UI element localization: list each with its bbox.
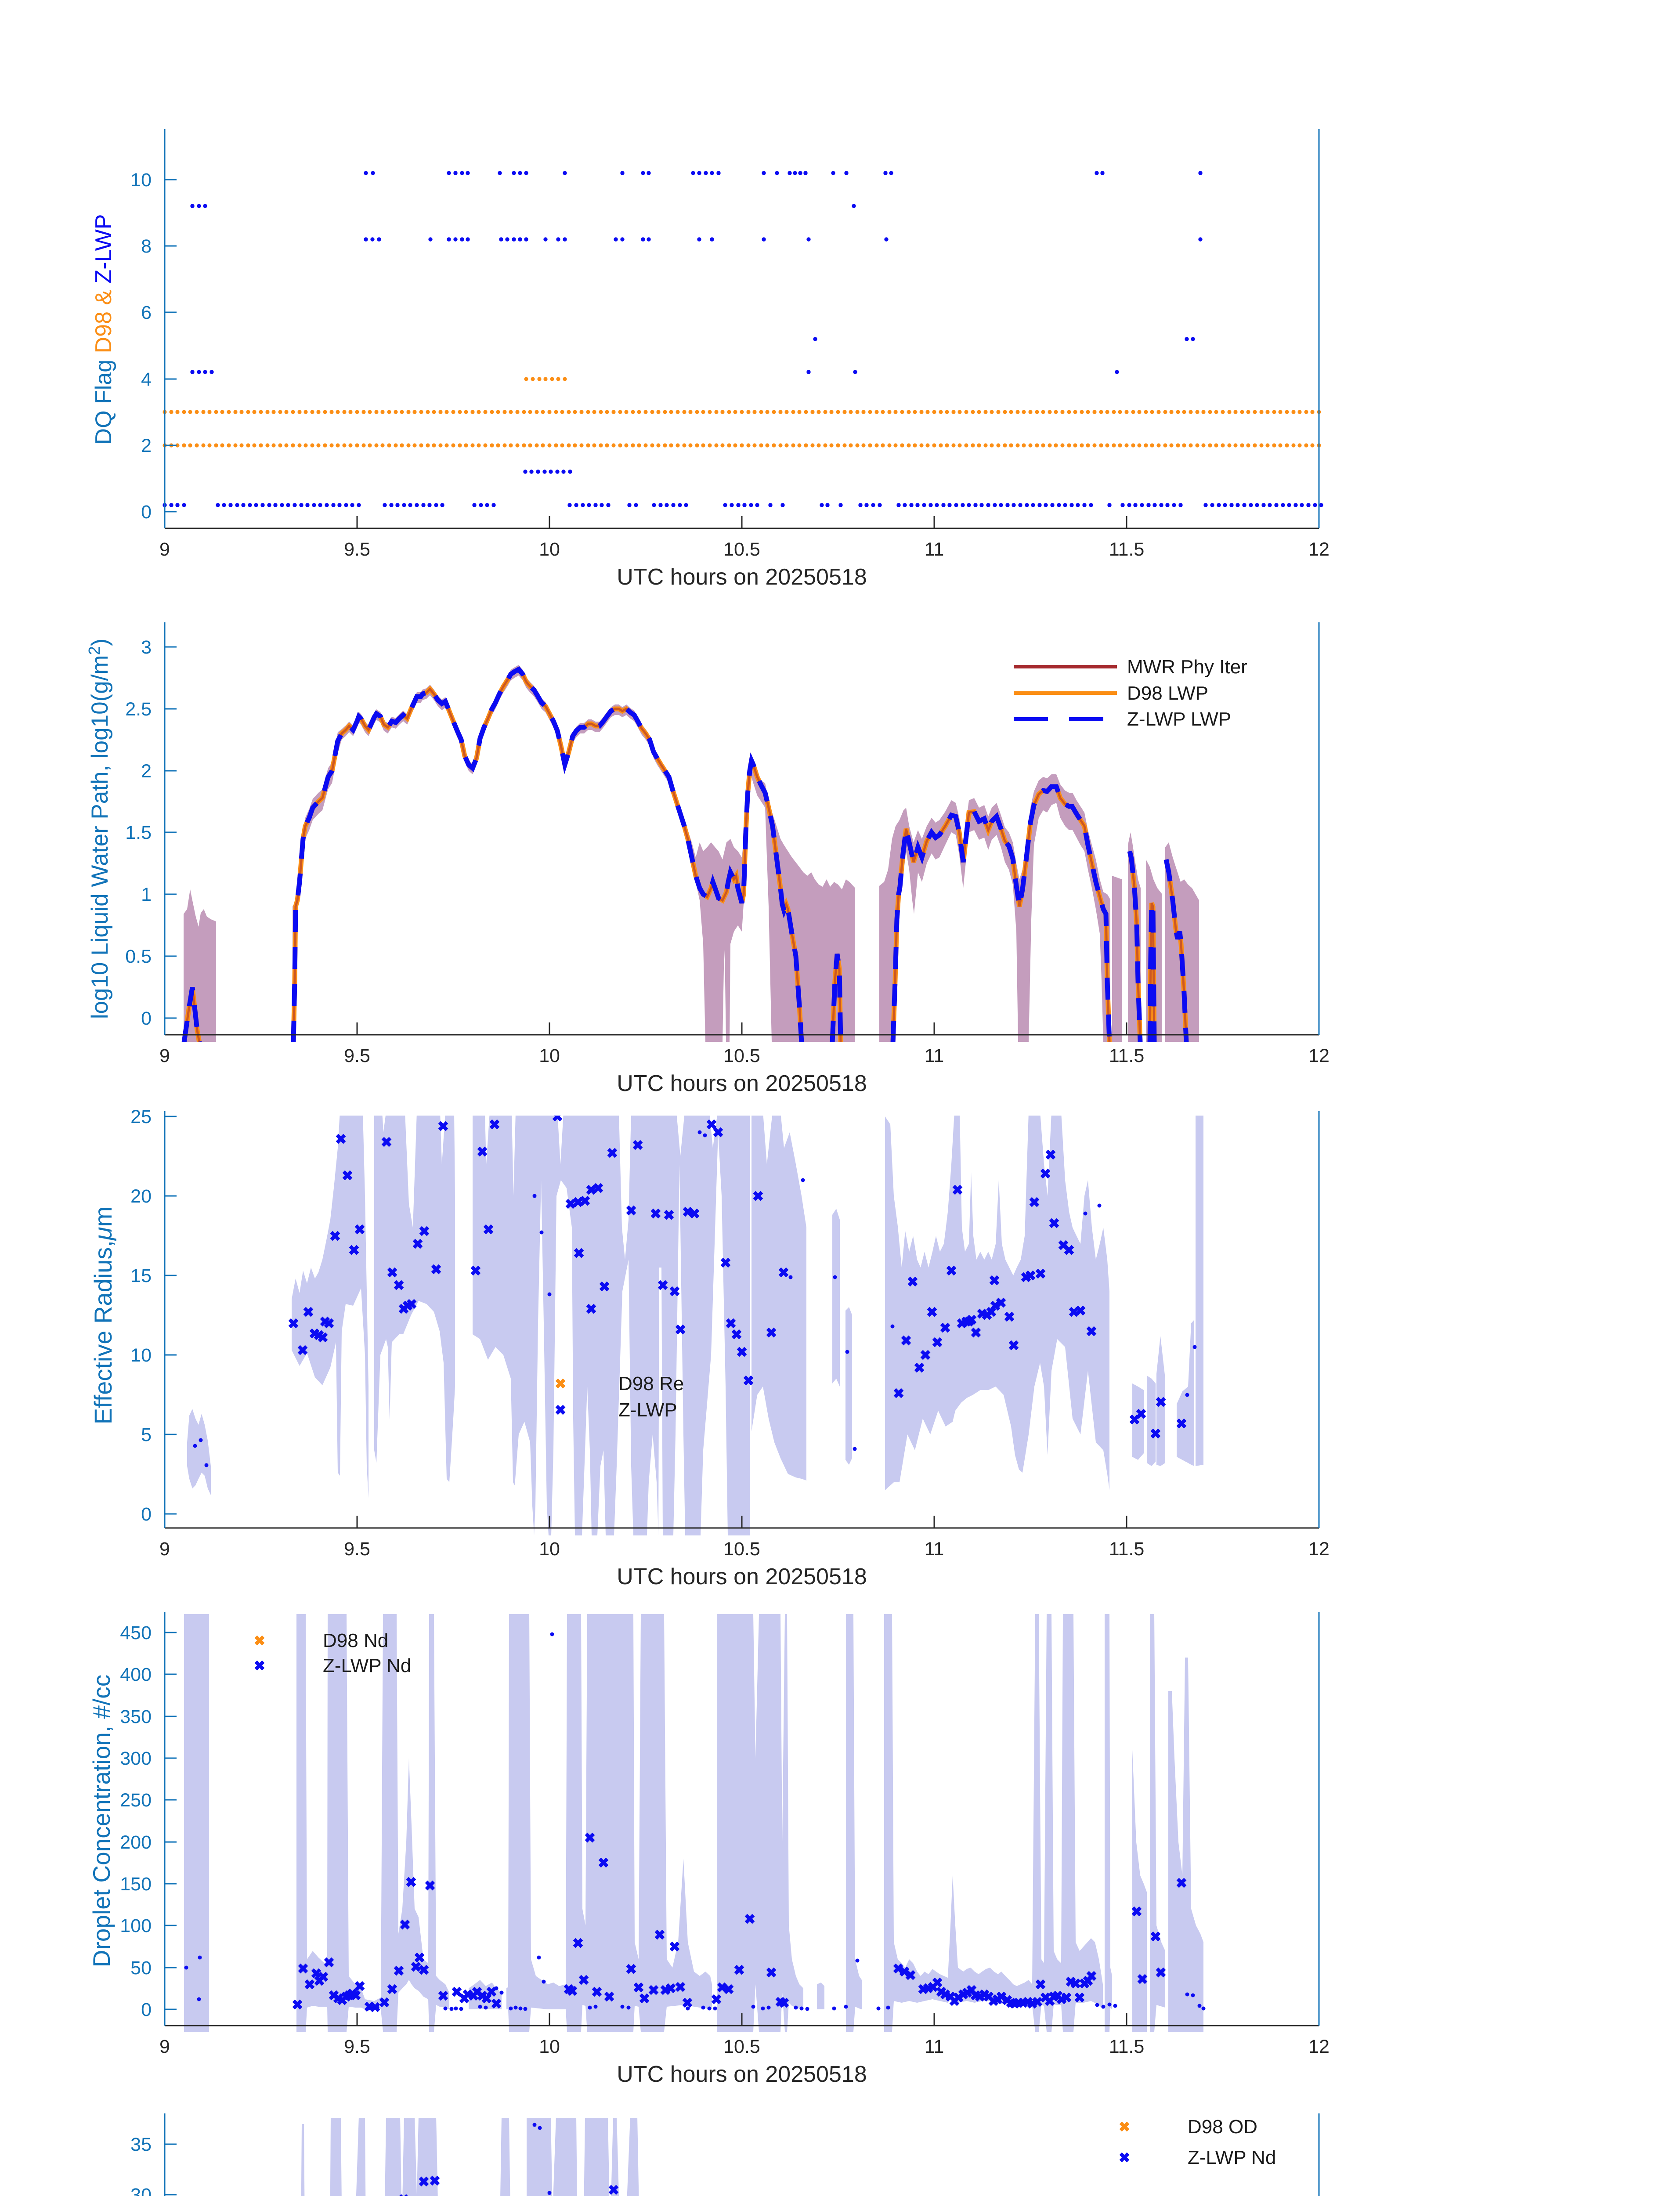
svg-text:log10 Liquid Water Path, log10: log10 Liquid Water Path, log10(g/m2) bbox=[85, 639, 113, 1019]
svg-text:0.5: 0.5 bbox=[125, 946, 152, 967]
svg-text:0: 0 bbox=[141, 502, 152, 523]
svg-text:11: 11 bbox=[925, 1045, 944, 1066]
svg-text:350: 350 bbox=[120, 1706, 152, 1727]
svg-text:15: 15 bbox=[130, 1265, 152, 1286]
svg-text:2: 2 bbox=[141, 761, 152, 782]
svg-text:9.5: 9.5 bbox=[344, 1045, 370, 1066]
svg-text:11.5: 11.5 bbox=[1109, 2036, 1145, 2057]
svg-text:30: 30 bbox=[130, 2185, 152, 2196]
svg-text:20: 20 bbox=[130, 1186, 152, 1207]
svg-text:12: 12 bbox=[1308, 1045, 1330, 1066]
svg-text:6: 6 bbox=[141, 302, 152, 323]
svg-text:10: 10 bbox=[130, 1345, 152, 1366]
svg-text:11.5: 11.5 bbox=[1109, 1539, 1145, 1560]
svg-text:0: 0 bbox=[141, 1504, 152, 1525]
svg-text:12: 12 bbox=[1308, 1539, 1330, 1560]
svg-text:10: 10 bbox=[539, 1539, 560, 1560]
svg-text:2.5: 2.5 bbox=[125, 699, 152, 720]
svg-text:9.5: 9.5 bbox=[344, 539, 370, 560]
svg-text:10: 10 bbox=[539, 539, 560, 560]
svg-text:10.5: 10.5 bbox=[723, 1045, 760, 1066]
svg-text:9: 9 bbox=[159, 1539, 170, 1560]
svg-text:D98 OD: D98 OD bbox=[1188, 2116, 1257, 2138]
svg-text:9.5: 9.5 bbox=[344, 1539, 370, 1560]
svg-text:Z-LWP: Z-LWP bbox=[618, 1399, 677, 1421]
svg-text:150: 150 bbox=[120, 1874, 152, 1895]
svg-text:10: 10 bbox=[539, 1045, 560, 1066]
svg-text:10.5: 10.5 bbox=[723, 2036, 760, 2057]
svg-text:2: 2 bbox=[141, 435, 152, 456]
svg-text:100: 100 bbox=[120, 1915, 152, 1936]
svg-text:450: 450 bbox=[120, 1622, 152, 1643]
svg-text:DQ Flag D98 & Z-LWP: DQ Flag D98 & Z-LWP bbox=[91, 214, 116, 445]
svg-text:35: 35 bbox=[130, 2134, 152, 2155]
svg-text:MWR Phy Iter: MWR Phy Iter bbox=[1127, 656, 1247, 678]
svg-text:8: 8 bbox=[141, 236, 152, 257]
svg-text:50: 50 bbox=[130, 1958, 152, 1979]
svg-text:0: 0 bbox=[141, 1999, 152, 2020]
svg-text:5: 5 bbox=[141, 1424, 152, 1445]
svg-text:D98 Nd: D98 Nd bbox=[323, 1630, 388, 1651]
svg-text:25: 25 bbox=[130, 1106, 152, 1127]
svg-text:D98 LWP: D98 LWP bbox=[1127, 683, 1208, 704]
svg-text:4: 4 bbox=[141, 369, 152, 390]
svg-text:D98 Re: D98 Re bbox=[618, 1373, 684, 1394]
svg-text:Droplet Concentration, #/cc: Droplet Concentration, #/cc bbox=[88, 1675, 115, 1967]
svg-text:9: 9 bbox=[159, 2036, 170, 2057]
svg-text:Effective Radius,μm: Effective Radius,μm bbox=[89, 1206, 117, 1425]
svg-text:Z-LWP Nd: Z-LWP Nd bbox=[323, 1655, 411, 1676]
svg-text:12: 12 bbox=[1308, 2036, 1330, 2057]
svg-text:11.5: 11.5 bbox=[1109, 539, 1145, 560]
svg-text:9.5: 9.5 bbox=[344, 2036, 370, 2057]
svg-text:3: 3 bbox=[141, 637, 152, 658]
svg-text:11: 11 bbox=[925, 1539, 944, 1560]
svg-text:UTC hours on 20250518: UTC hours on 20250518 bbox=[617, 1071, 867, 1096]
svg-text:10.5: 10.5 bbox=[723, 1539, 760, 1560]
svg-text:Z-LWP Nd: Z-LWP Nd bbox=[1188, 2147, 1276, 2168]
svg-text:1.5: 1.5 bbox=[125, 822, 152, 843]
svg-text:0: 0 bbox=[141, 1008, 152, 1029]
svg-text:10: 10 bbox=[130, 170, 152, 191]
svg-text:400: 400 bbox=[120, 1664, 152, 1685]
svg-text:11.5: 11.5 bbox=[1109, 1045, 1145, 1066]
svg-text:UTC hours on 20250518: UTC hours on 20250518 bbox=[617, 2062, 867, 2087]
svg-text:9: 9 bbox=[159, 1045, 170, 1066]
svg-text:250: 250 bbox=[120, 1790, 152, 1811]
svg-text:11: 11 bbox=[925, 539, 944, 560]
svg-text:300: 300 bbox=[120, 1748, 152, 1769]
svg-text:UTC hours on 20250518: UTC hours on 20250518 bbox=[617, 564, 867, 590]
svg-text:12: 12 bbox=[1308, 539, 1330, 560]
svg-text:9: 9 bbox=[159, 539, 170, 560]
svg-text:1: 1 bbox=[141, 884, 152, 905]
svg-text:11: 11 bbox=[925, 2036, 944, 2057]
svg-text:10: 10 bbox=[539, 2036, 560, 2057]
svg-text:10.5: 10.5 bbox=[723, 539, 760, 560]
svg-text:Z-LWP LWP: Z-LWP LWP bbox=[1127, 708, 1231, 730]
svg-text:200: 200 bbox=[120, 1832, 152, 1853]
svg-text:UTC hours on 20250518: UTC hours on 20250518 bbox=[617, 1564, 867, 1589]
